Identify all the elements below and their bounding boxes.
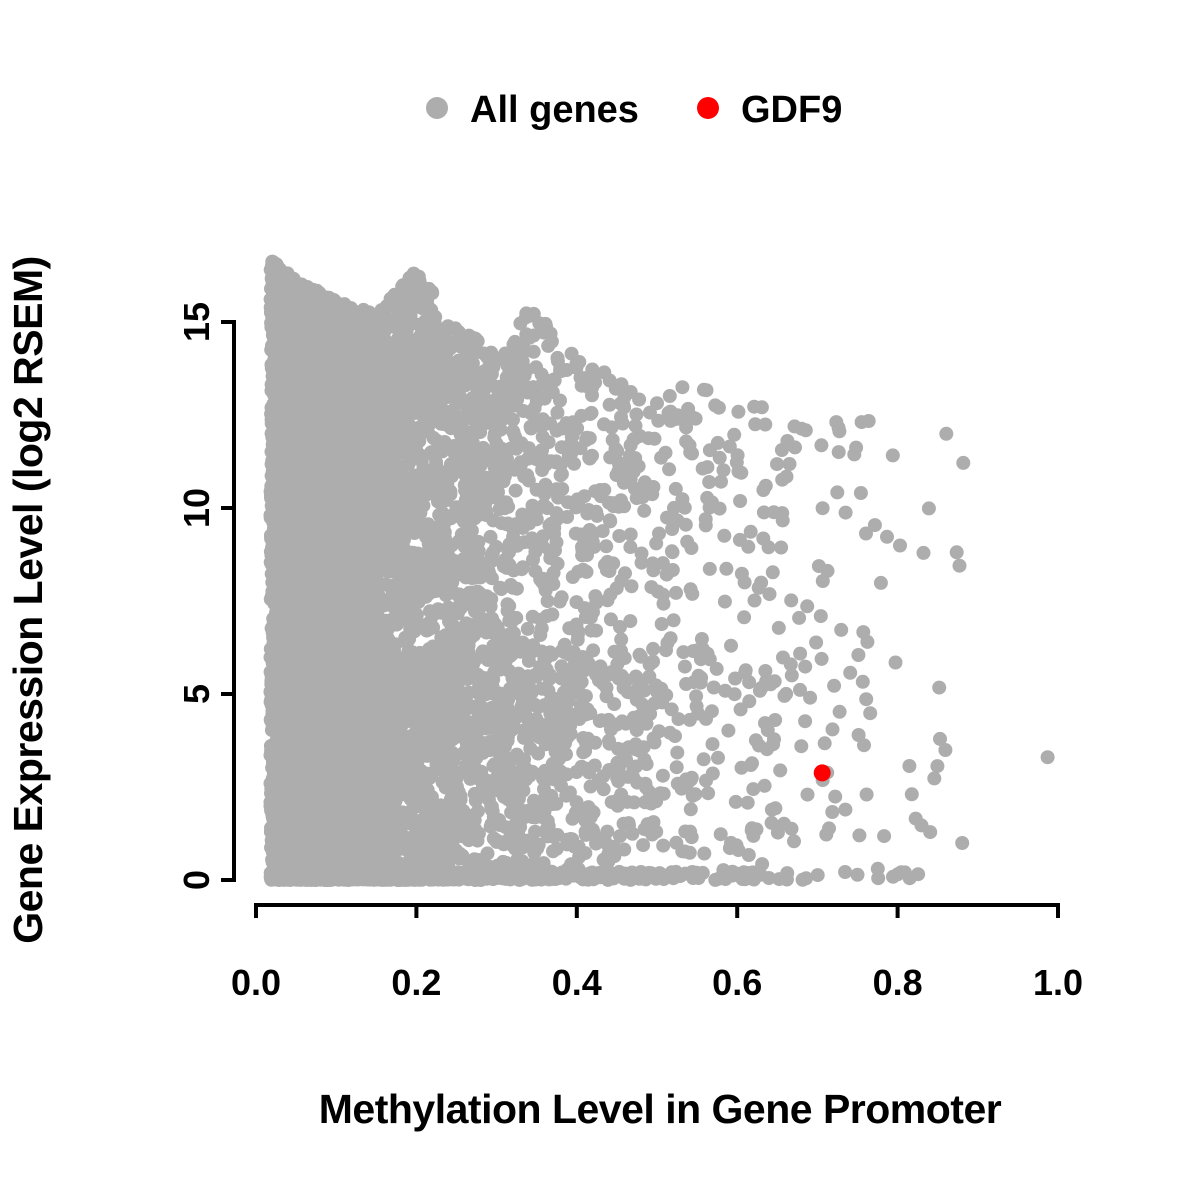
gdf9-data-point	[813, 764, 831, 782]
y-tick-label: 15	[176, 302, 217, 342]
all-genes-point-cloud	[263, 254, 1055, 887]
legend-swatch-all-genes	[426, 97, 448, 119]
legend-label-all-genes: All genes	[470, 89, 639, 131]
y-tick-label: 5	[176, 684, 217, 704]
x-tick-label: 0.2	[391, 962, 441, 1003]
x-tick-label: 1.0	[1033, 962, 1083, 1003]
legend-swatch-gdf9	[697, 97, 719, 119]
x-tick-label: 0.0	[231, 962, 281, 1003]
x-tick-label: 0.4	[552, 962, 602, 1003]
x-axis-ticks	[254, 905, 1060, 918]
x-axis-title: Methylation Level in Gene Promoter	[319, 1086, 1002, 1132]
legend: All genes GDF9	[426, 89, 842, 131]
y-tick-label: 0	[176, 870, 217, 890]
x-tick-label: 0.8	[873, 962, 923, 1003]
x-tick-label: 0.6	[712, 962, 762, 1003]
y-axis-tick-labels: 0 5 10 15	[176, 302, 217, 890]
gdf9-point	[813, 764, 831, 782]
y-axis-ticks	[221, 320, 234, 882]
y-tick-label: 10	[176, 488, 217, 528]
y-axis-title: Gene Expression Level (log2 RSEM)	[5, 256, 51, 944]
legend-label-gdf9: GDF9	[741, 89, 842, 131]
x-axis-tick-labels: 0.0 0.2 0.4 0.6 0.8 1.0	[231, 962, 1083, 1003]
